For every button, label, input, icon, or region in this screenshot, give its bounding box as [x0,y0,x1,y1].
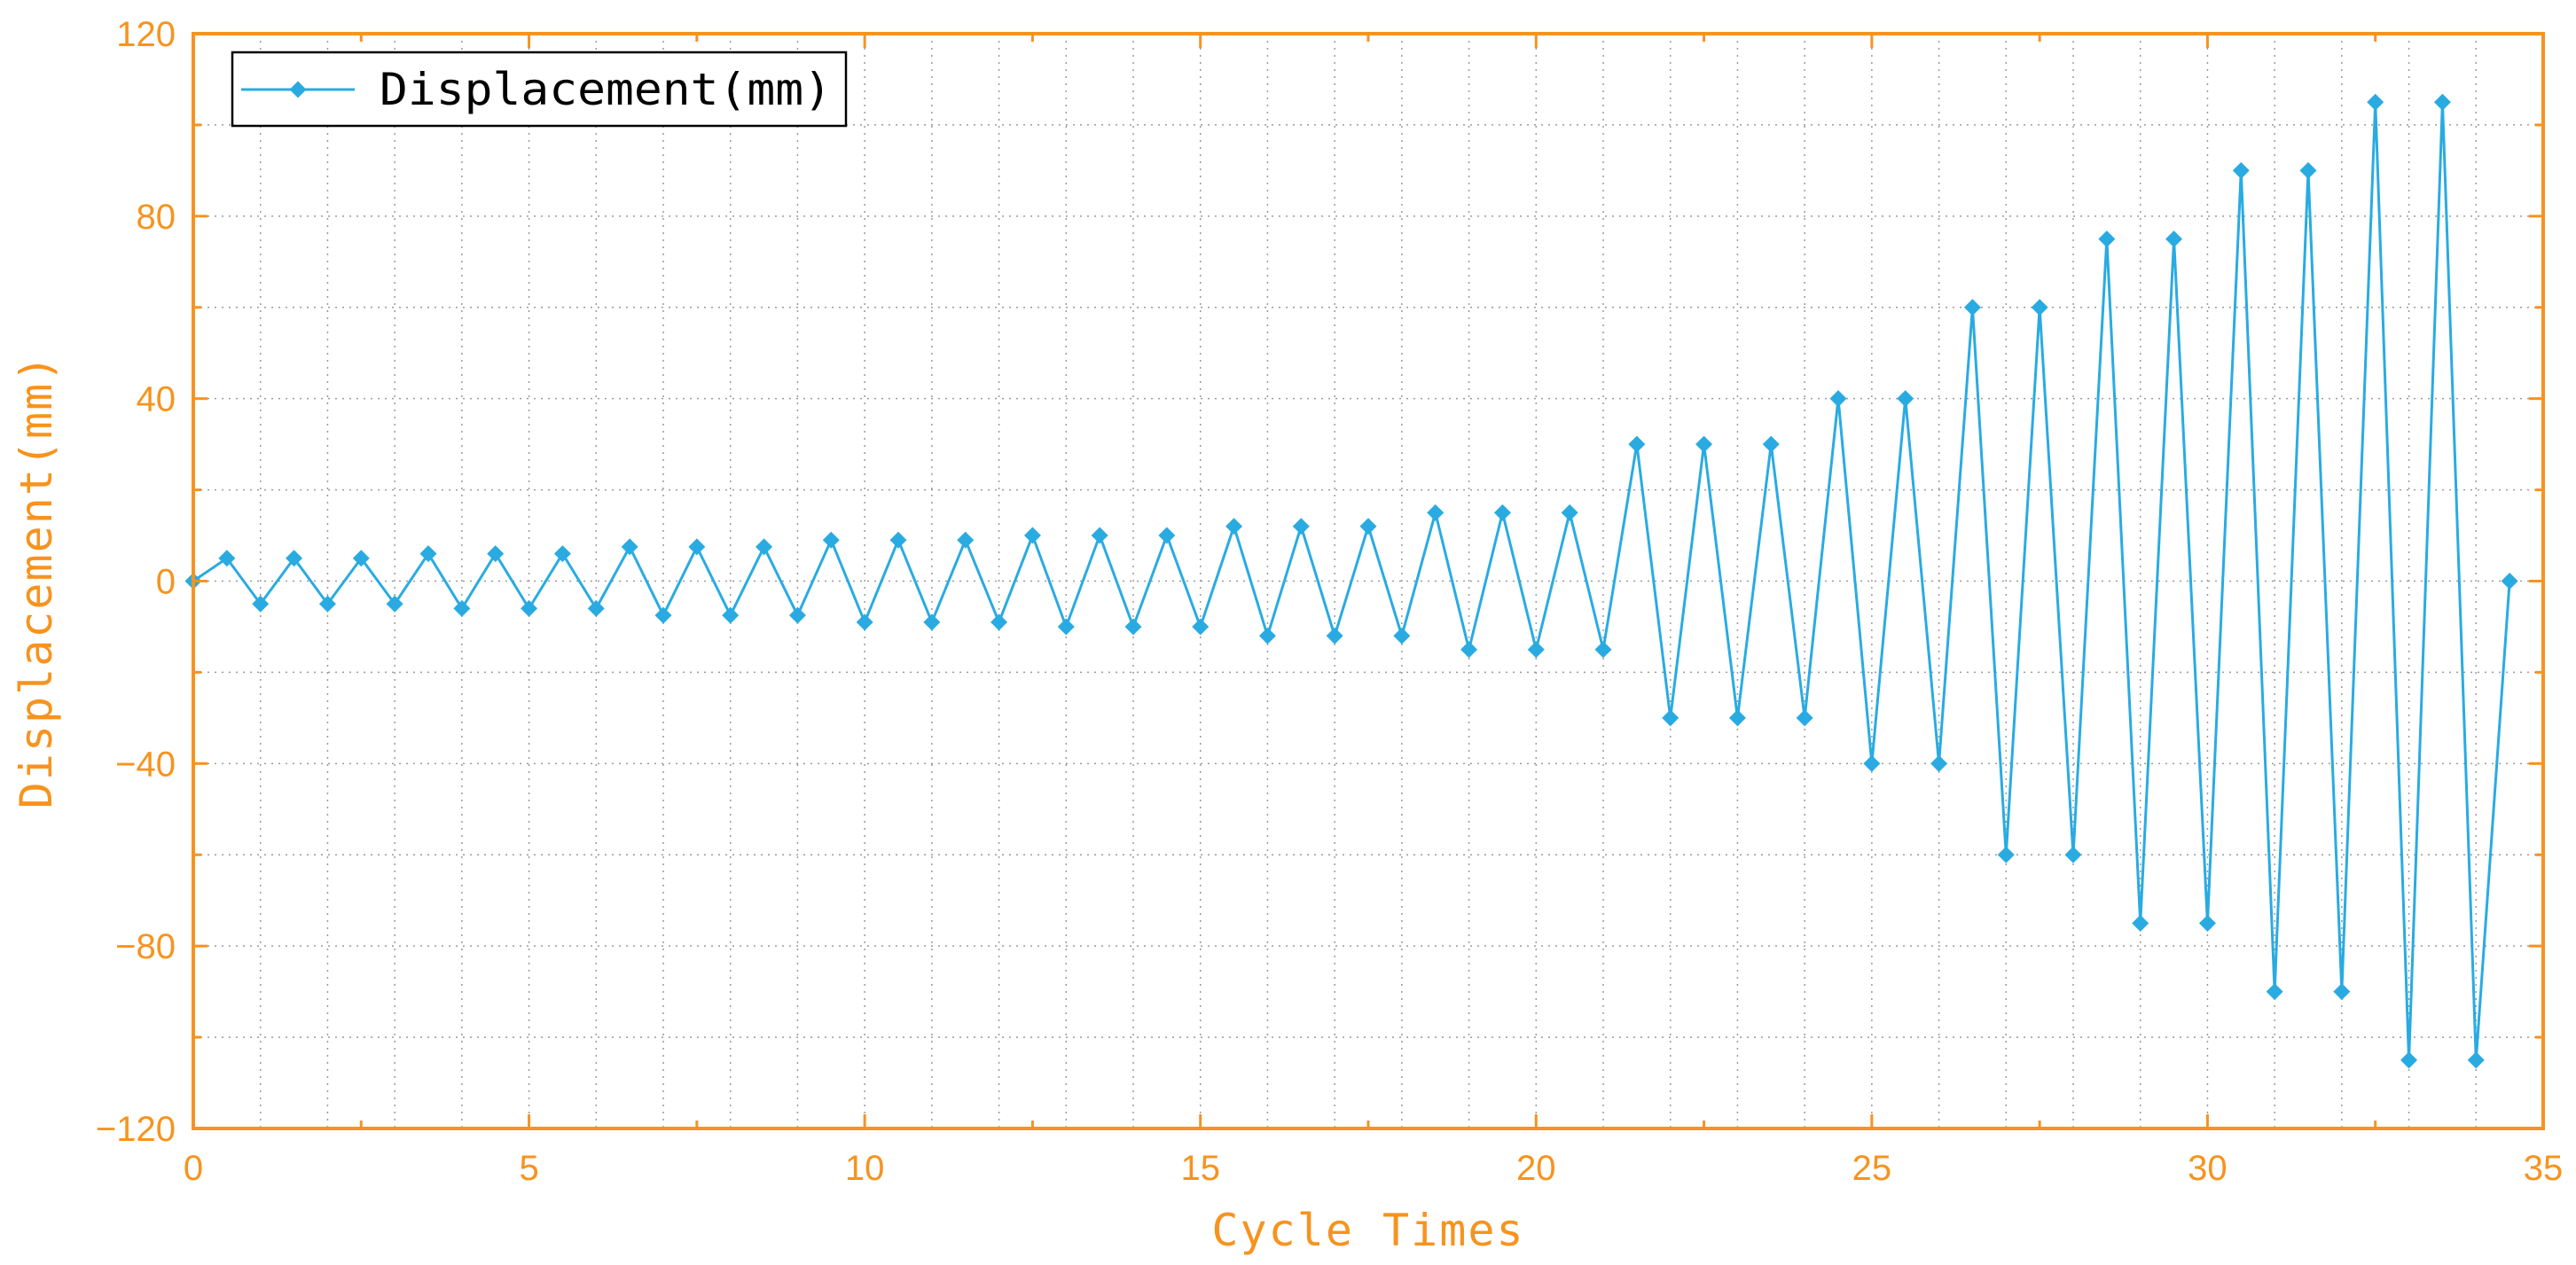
legend-diamond-marker [289,81,307,98]
data-point-marker [2232,161,2250,179]
data-point-marker [453,599,471,617]
data-point-marker [487,545,505,563]
x-tick-label: 15 [1180,1149,1220,1188]
data-point-marker [1527,641,1545,659]
data-point-marker [1023,527,1041,544]
grid [193,34,2543,1128]
data-point-marker [1292,518,1310,535]
data-point-marker [1158,527,1176,544]
data-point-marker [553,545,571,563]
data-point-marker [1930,754,1948,772]
x-tick-label: 10 [845,1149,885,1188]
y-tick-label: −40 [115,745,176,784]
axis-tick-labels: 0 5 10 15 20 25 30 35 −120 −80 −40 0 40 80 120 [96,15,2563,1188]
data-point-marker [1427,504,1445,521]
data-point-marker [923,613,941,631]
data-point-marker [957,531,975,549]
data-point-marker [1963,299,1981,316]
data-point-marker [1057,618,1075,636]
data-point-marker [1594,641,1612,659]
data-point-marker [1326,627,1343,644]
x-tick-label: 35 [2524,1149,2564,1188]
x-tick-label: 25 [1852,1149,1892,1188]
y-tick-label: −120 [96,1110,176,1149]
data-point-marker [419,545,437,563]
data-point-marker [1393,627,1411,644]
data-point-marker [2299,161,2317,179]
data-point-marker [521,599,538,617]
data-point-marker [2165,230,2183,248]
y-tick-label: 40 [137,380,176,419]
data-point-marker [856,613,873,631]
data-point-marker [2031,299,2048,316]
data-point-marker [1493,504,1511,521]
data-point-marker [1561,504,1578,521]
data-point-marker [1863,754,1881,772]
data-point-marker [252,595,270,613]
data-point-marker [756,538,773,556]
data-point-marker [2198,914,2216,932]
y-axis-title: Displacement(mm) [11,354,62,809]
data-point-marker [2132,914,2149,932]
data-point-marker [286,550,303,567]
data-point-marker [2333,983,2351,1001]
data-point-marker [218,550,236,567]
data-point-marker [722,606,740,624]
data-point-marker [788,606,806,624]
data-point-marker [654,606,672,624]
data-point-marker [1091,527,1108,544]
data-point-marker [1695,435,1713,453]
data-point-marker [2400,1051,2418,1069]
data-point-marker [1258,627,1276,644]
data-point-marker [1897,390,1914,408]
data-point-marker [1997,846,2015,863]
data-point-marker [2064,846,2082,863]
data-point-marker [352,550,370,567]
data-point-marker [2467,1051,2485,1069]
data-point-marker [1728,709,1746,727]
data-point-marker [1796,709,1813,727]
data-point-marker [1192,618,1210,636]
series-line [192,102,2511,1060]
series-layer [184,93,2518,1069]
data-point-marker [386,595,403,613]
data-point-marker [318,595,336,613]
data-point-marker [1628,435,1646,453]
data-point-marker [688,538,706,556]
x-axis-title: Cycle Times [1211,1205,1524,1256]
y-tick-label: 120 [116,15,176,54]
data-point-marker [1359,518,1377,535]
data-point-marker [990,613,1008,631]
legend-series-label: Displacement(mm) [380,64,832,115]
data-point-marker [2433,93,2451,111]
data-point-marker [2501,573,2518,590]
y-tick-label: −80 [115,927,176,966]
data-point-marker [1829,390,1847,408]
data-point-marker [2098,230,2116,248]
data-point-marker [1225,518,1243,535]
axis-ticks [192,32,2545,1130]
x-tick-label: 30 [2188,1149,2228,1188]
data-point-marker [1124,618,1142,636]
y-tick-label: 80 [137,198,176,237]
data-point-marker [1460,641,1478,659]
y-tick-label: 0 [156,563,176,602]
data-point-marker [889,531,907,549]
x-tick-label: 20 [1516,1149,1556,1188]
data-point-marker [2367,93,2384,111]
data-point-marker [621,538,638,556]
data-point-marker [1662,709,1679,727]
data-point-marker [822,531,840,549]
x-tick-label: 5 [519,1149,538,1188]
x-tick-label: 0 [184,1149,203,1188]
data-point-marker [2266,983,2283,1001]
data-point-marker [587,599,605,617]
data-point-marker [1762,435,1780,453]
legend: Displacement(mm) [231,51,848,128]
